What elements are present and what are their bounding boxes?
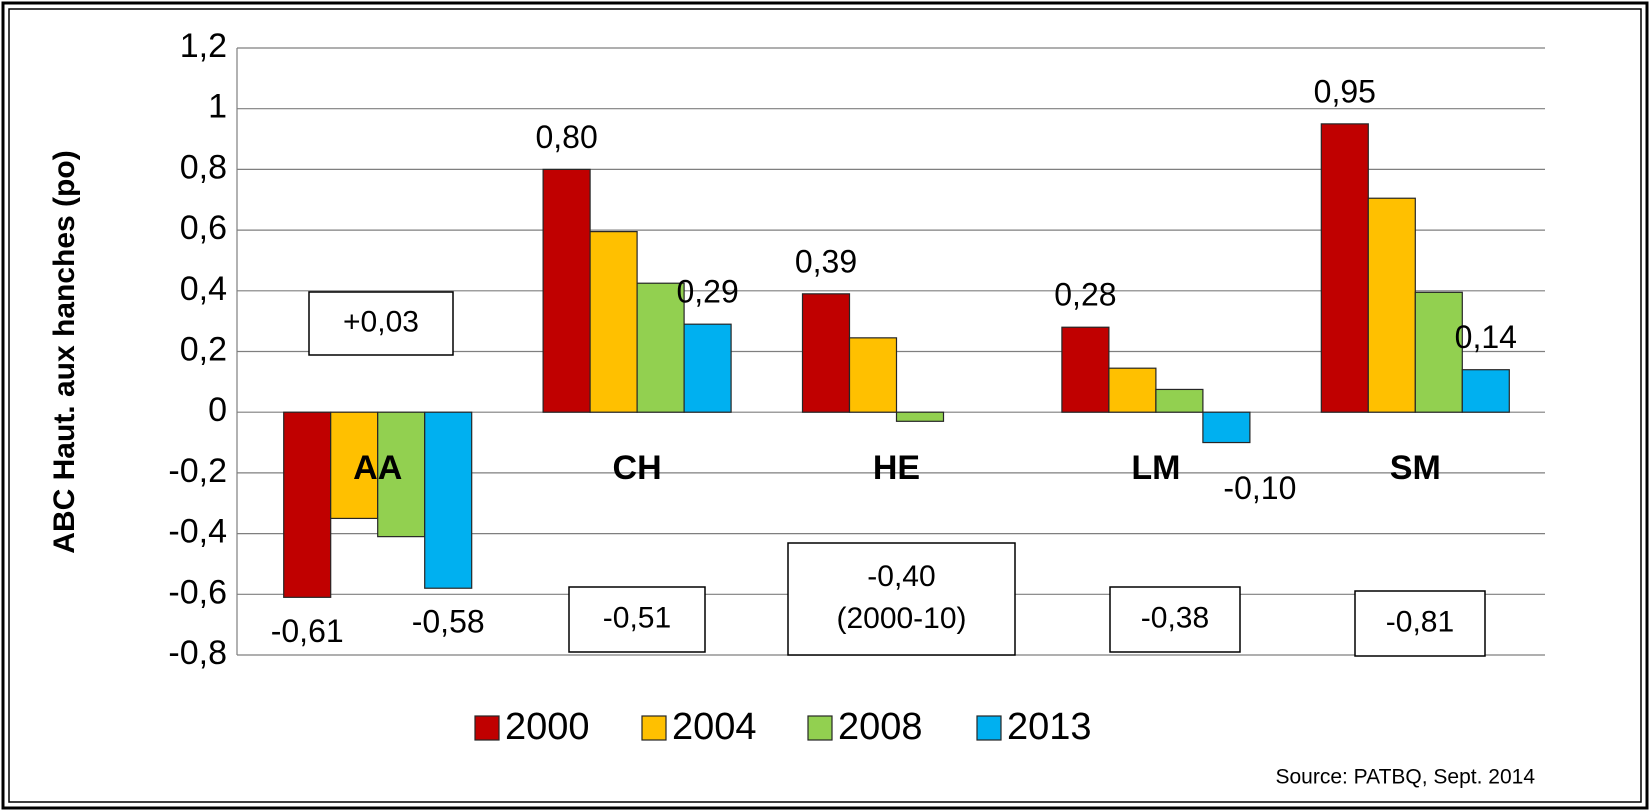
legend-label: 2008 bbox=[838, 706, 923, 748]
y-tick-label: -0,8 bbox=[168, 634, 227, 672]
annotation-box bbox=[568, 586, 706, 653]
bar bbox=[283, 411, 332, 598]
bar bbox=[1461, 369, 1510, 413]
y-tick-label: 0,6 bbox=[180, 209, 227, 247]
x-tick-label: LM bbox=[1131, 449, 1180, 487]
bar bbox=[589, 231, 638, 413]
annotation: -0,81 bbox=[1386, 605, 1454, 638]
data-label: 0,14 bbox=[1455, 319, 1517, 355]
bar bbox=[542, 168, 591, 413]
bar bbox=[424, 411, 473, 589]
annotation: -0,40 bbox=[867, 560, 935, 593]
annotation: -0,38 bbox=[1141, 601, 1209, 634]
data-label: -0,61 bbox=[271, 613, 344, 649]
annotation: (2000-10) bbox=[836, 602, 966, 635]
legend-swatch bbox=[641, 715, 667, 741]
y-tick-label: 0,8 bbox=[180, 148, 227, 186]
annotation-box bbox=[1354, 590, 1486, 657]
bar bbox=[1320, 123, 1369, 413]
x-tick-label: HE bbox=[873, 449, 920, 487]
data-label: -0,10 bbox=[1223, 470, 1296, 506]
legend-swatch bbox=[976, 715, 1002, 741]
frame-inner bbox=[8, 8, 1642, 803]
x-tick-label: AA bbox=[353, 449, 402, 487]
bar bbox=[636, 282, 685, 413]
y-tick-label: 0,2 bbox=[180, 330, 227, 368]
data-label: 0,95 bbox=[1314, 73, 1376, 109]
bar bbox=[1202, 411, 1251, 444]
x-tick-label: CH bbox=[613, 449, 662, 487]
bar bbox=[683, 323, 732, 413]
x-tick-label: SM bbox=[1390, 449, 1441, 487]
data-label: 0,29 bbox=[676, 274, 738, 310]
source: Source: PATBQ, Sept. 2014 bbox=[1275, 766, 1535, 789]
y-tick-label: 0 bbox=[208, 391, 227, 429]
y-tick-label: -0,2 bbox=[168, 452, 227, 490]
legend-label: 2013 bbox=[1007, 706, 1092, 748]
y-tick-label: 1 bbox=[208, 88, 227, 126]
annotation: -0,51 bbox=[603, 601, 671, 634]
y-axis-title: ABC Haut. aux hanches (po) bbox=[48, 150, 81, 553]
bar bbox=[1155, 388, 1204, 413]
legend-swatch bbox=[807, 715, 833, 741]
data-label: -0,58 bbox=[412, 604, 485, 640]
data-label: 0,80 bbox=[535, 119, 597, 155]
data-label: 0,39 bbox=[795, 243, 857, 279]
y-tick-label: 0,4 bbox=[180, 270, 227, 308]
annotation-box bbox=[308, 291, 454, 356]
data-label: 0,28 bbox=[1054, 277, 1116, 313]
bar bbox=[377, 411, 426, 538]
bar bbox=[895, 411, 945, 422]
annotation: +0,03 bbox=[343, 305, 419, 338]
bar bbox=[1414, 291, 1463, 413]
bar bbox=[1061, 326, 1110, 413]
annotation-box bbox=[787, 542, 1016, 656]
bar bbox=[1108, 367, 1157, 413]
y-tick-label: 1,2 bbox=[180, 27, 227, 65]
y-tick-label: -0,6 bbox=[168, 573, 227, 611]
bar bbox=[848, 337, 898, 413]
legend-label: 2004 bbox=[672, 706, 757, 748]
bar bbox=[1367, 197, 1416, 413]
y-tick-label: -0,4 bbox=[168, 513, 227, 551]
bar bbox=[801, 293, 851, 413]
annotation-box bbox=[1109, 586, 1241, 653]
legend-swatch bbox=[474, 715, 500, 741]
legend-label: 2000 bbox=[505, 706, 590, 748]
